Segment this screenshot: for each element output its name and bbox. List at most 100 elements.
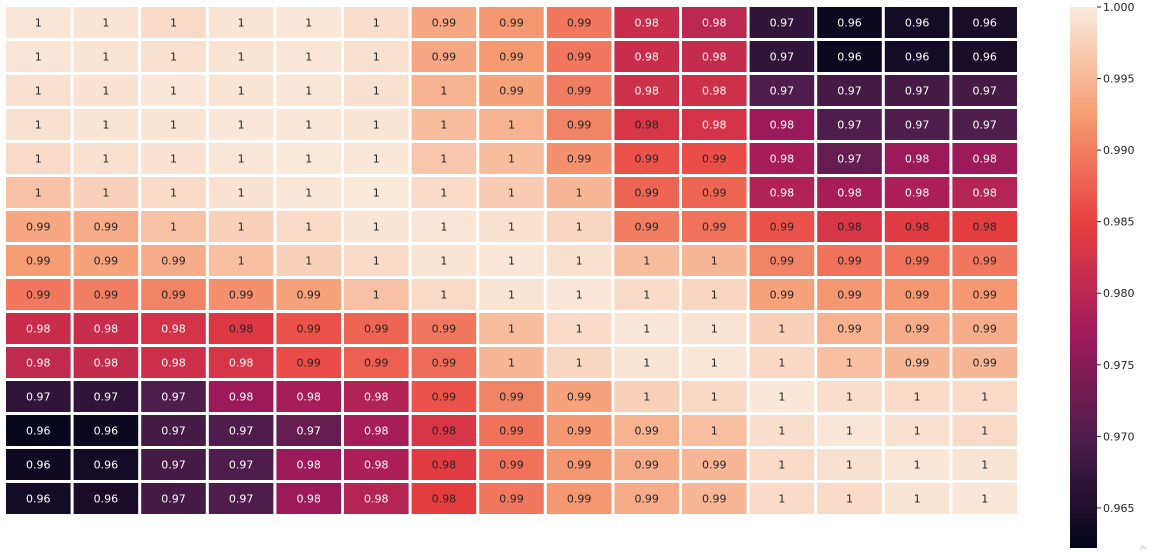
heatmap-cell-label: 0.99 xyxy=(905,289,930,302)
heatmap-cell-label: 0.99 xyxy=(567,85,592,98)
heatmap-cell-label: 1 xyxy=(238,119,245,132)
heatmap-cell-label: 0.98 xyxy=(161,357,186,370)
heatmap-cell xyxy=(411,381,477,412)
heatmap-cell-label: 1 xyxy=(170,17,177,30)
heatmap-cell xyxy=(952,381,1017,412)
heatmap-cell xyxy=(479,177,544,208)
heatmap-cell-label: 1 xyxy=(576,221,583,234)
heatmap-cell xyxy=(614,75,679,106)
colorbar-tick-label: 0.985 xyxy=(1103,216,1135,229)
heatmap-cell xyxy=(682,415,747,446)
heatmap-cell xyxy=(884,211,950,242)
heatmap-cell-label: 1 xyxy=(305,85,312,98)
heatmap-cell-label: 1 xyxy=(711,323,718,336)
heatmap-cell-label: 0.97 xyxy=(972,119,997,132)
heatmap-cell xyxy=(952,177,1017,208)
heatmap-cell-label: 1 xyxy=(508,187,515,200)
heatmap-cell-label: 0.99 xyxy=(432,17,457,30)
heatmap-cell xyxy=(141,245,206,276)
heatmap-cell-label: 0.97 xyxy=(161,391,186,404)
heatmap-cell xyxy=(6,483,71,514)
heatmap-cell-label: 1 xyxy=(576,289,583,302)
heatmap-cell xyxy=(749,313,815,344)
heatmap-cell-label: 1 xyxy=(440,153,447,166)
heatmap-cell-label: 1 xyxy=(170,187,177,200)
heatmap-cell-label: 0.98 xyxy=(161,323,186,336)
heatmap-cell-label: 0.96 xyxy=(94,493,119,506)
heatmap-cell xyxy=(344,41,409,72)
heatmap-cell-label: 0.97 xyxy=(161,425,186,438)
heatmap-cell-label: 1 xyxy=(508,357,515,370)
heatmap-cell xyxy=(817,483,882,514)
heatmap-cell-label: 1 xyxy=(373,51,380,64)
colorbar-tick-label: 0.990 xyxy=(1103,144,1135,157)
heatmap-cell xyxy=(411,279,477,310)
heatmap-cell-label: 1 xyxy=(373,119,380,132)
heatmap-cell-label: 0.99 xyxy=(499,425,524,438)
heatmap-cell xyxy=(344,415,409,446)
heatmap-cell-label: 0.99 xyxy=(499,493,524,506)
heatmap-cell-label: 0.98 xyxy=(702,85,727,98)
heatmap-cell-label: 0.99 xyxy=(364,323,389,336)
heatmap-cell-label: 0.98 xyxy=(770,153,795,166)
heatmap-cell xyxy=(73,143,139,174)
heatmap-cell xyxy=(546,109,612,140)
colorbar-tick-label: 0.995 xyxy=(1103,73,1135,86)
heatmap-cell xyxy=(141,41,206,72)
heatmap-cell-label: 1 xyxy=(238,255,245,268)
heatmap-cell-label: 1 xyxy=(35,153,42,166)
heatmap-cell-label: 0.98 xyxy=(432,425,457,438)
heatmap-cell-label: 0.98 xyxy=(296,493,321,506)
heatmap-cell-label: 1 xyxy=(508,119,515,132)
heatmap-cell-label: 1 xyxy=(102,119,109,132)
colorbar-tick-label: 1.000 xyxy=(1103,1,1135,14)
heatmap-cell-label: 0.96 xyxy=(94,459,119,472)
heatmap-cell xyxy=(952,245,1017,276)
resize-handle-icon[interactable]: ^ xyxy=(1137,544,1148,558)
heatmap-cell-label: 0.98 xyxy=(905,153,930,166)
heatmap-cell-label: 1 xyxy=(914,391,921,404)
heatmap-cell-label: 1 xyxy=(102,17,109,30)
heatmap-cell xyxy=(6,7,71,38)
heatmap-cell xyxy=(682,75,747,106)
heatmap-cell-label: 0.98 xyxy=(296,459,321,472)
heatmap-cell-label: 0.99 xyxy=(499,17,524,30)
heatmap-cell xyxy=(479,75,544,106)
heatmap-cell xyxy=(817,381,882,412)
heatmap-cell-label: 0.98 xyxy=(364,425,389,438)
heatmap-cell-label: 0.99 xyxy=(770,221,795,234)
heatmap-cell-label: 1 xyxy=(373,187,380,200)
heatmap-cell-label: 1 xyxy=(576,323,583,336)
heatmap-cell-label: 0.97 xyxy=(229,459,254,472)
heatmap-cell-label: 0.97 xyxy=(837,119,862,132)
heatmap-cell xyxy=(749,41,815,72)
heatmap-cell xyxy=(141,279,206,310)
heatmap-cell xyxy=(276,279,341,310)
heatmap-cell-label: 1 xyxy=(238,51,245,64)
heatmap-cell-label: 0.99 xyxy=(905,357,930,370)
heatmap-cell-label: 0.98 xyxy=(634,119,659,132)
heatmap-cell xyxy=(73,381,139,412)
heatmap-cell-label: 0.98 xyxy=(432,493,457,506)
heatmap-cell-label: 0.98 xyxy=(905,187,930,200)
heatmap-cell xyxy=(817,177,882,208)
heatmap-cell xyxy=(749,449,815,480)
heatmap-cell xyxy=(141,75,206,106)
heatmap-cell xyxy=(344,381,409,412)
heatmap-cell-label: 0.98 xyxy=(702,51,727,64)
heatmap-cell-label: 1 xyxy=(846,391,853,404)
colorbar-tick-label: 0.980 xyxy=(1103,287,1135,300)
heatmap-cell-label: 0.98 xyxy=(296,391,321,404)
heatmap-cell xyxy=(6,313,71,344)
heatmap-cell xyxy=(276,381,341,412)
heatmap-cell xyxy=(208,449,274,480)
heatmap-cell xyxy=(884,143,950,174)
heatmap-cell-label: 0.96 xyxy=(972,51,997,64)
colorbar-tick-label: 0.970 xyxy=(1103,430,1135,443)
heatmap-cell xyxy=(73,211,139,242)
heatmap-cell xyxy=(884,41,950,72)
heatmap-cell-label: 1 xyxy=(35,85,42,98)
heatmap-cell-label: 1 xyxy=(440,85,447,98)
heatmap-cell xyxy=(276,177,341,208)
